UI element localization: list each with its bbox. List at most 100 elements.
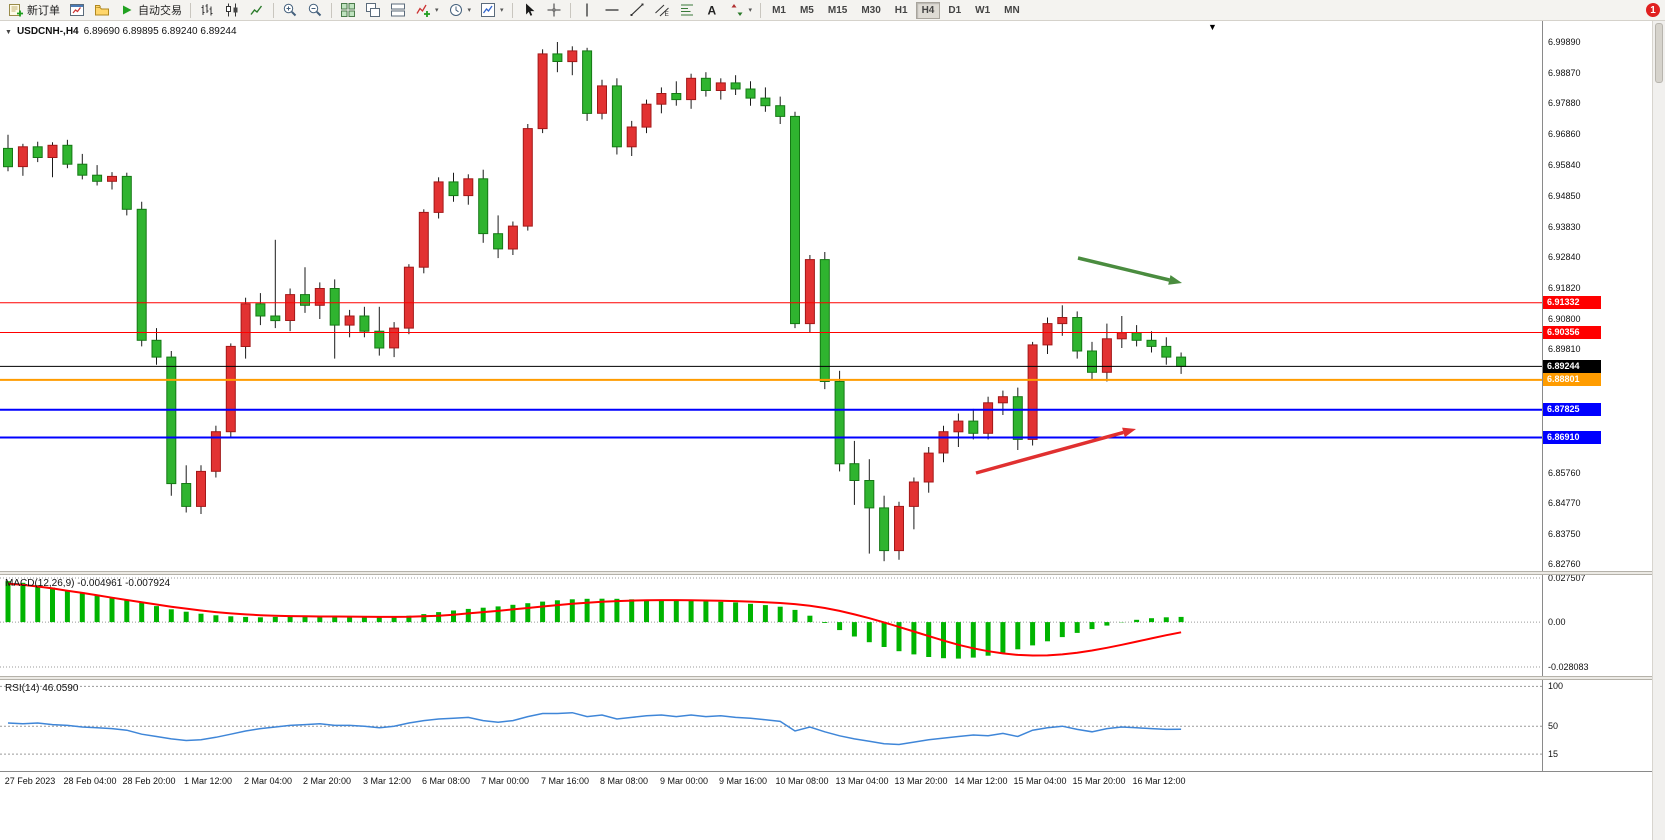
date-label: 15 Mar 04:00 xyxy=(1013,776,1067,786)
rsi-levels xyxy=(0,685,1542,755)
axis-label: 6.85760 xyxy=(1548,467,1581,478)
timeframe-h1[interactable]: H1 xyxy=(894,4,908,16)
timeframe-mn[interactable]: MN xyxy=(1004,4,1020,16)
price-tag: 6.88801 xyxy=(1543,373,1601,387)
chart-shift-marker-icon[interactable] xyxy=(1208,22,1217,32)
auto-trading-button[interactable]: 自动交易 xyxy=(115,1,186,20)
scrollbar-thumb[interactable] xyxy=(1655,23,1663,83)
notification-badge[interactable]: 1 xyxy=(1646,3,1660,17)
axis-label: 15 xyxy=(1548,749,1559,760)
indicators-button[interactable]: ▾ xyxy=(411,1,443,20)
zoom-in-icon xyxy=(282,2,298,18)
arrange-windows-button[interactable] xyxy=(386,1,410,20)
date-label: 9 Mar 16:00 xyxy=(718,776,768,786)
date-label: 16 Mar 12:00 xyxy=(1132,776,1186,786)
tile-windows-button[interactable] xyxy=(336,1,360,20)
candlestick-icon xyxy=(224,2,240,18)
profiles-button[interactable] xyxy=(90,1,114,20)
candlestick-chart[interactable] xyxy=(0,21,1542,571)
timeframe-m5[interactable]: M5 xyxy=(799,4,814,16)
price-lines xyxy=(0,302,1542,439)
price-tag: 6.89244 xyxy=(1543,359,1601,373)
crosshair-button[interactable] xyxy=(542,1,566,20)
macd-indicator-chart[interactable] xyxy=(0,575,1542,676)
vertical-line-icon xyxy=(579,2,595,18)
rsi-indicator-chart[interactable] xyxy=(0,680,1542,770)
time-axis[interactable]: 27 Feb 2023 28 Feb 04:00 28 Feb 20:00 1 Mar… xyxy=(0,771,1665,791)
fibonacci-button[interactable] xyxy=(675,1,699,20)
cascade-windows-button[interactable] xyxy=(361,1,385,20)
macd-histogram xyxy=(5,581,1184,659)
date-label: 3 Mar 12:00 xyxy=(362,776,412,786)
text-button[interactable]: A xyxy=(700,1,724,20)
periods-button[interactable]: ▾ xyxy=(444,1,476,20)
panel-splitter[interactable] xyxy=(0,571,1652,575)
date-label: 15 Mar 20:00 xyxy=(1072,776,1126,786)
price-tag: 6.90356 xyxy=(1543,326,1601,340)
price-tag: 6.91332 xyxy=(1543,296,1601,310)
vertical-line-button[interactable] xyxy=(575,1,599,20)
vertical-scrollbar[interactable] xyxy=(1652,21,1665,840)
svg-text:A: A xyxy=(707,4,716,18)
toolbar-separator xyxy=(511,2,513,18)
new-order-label: 新订单 xyxy=(27,5,60,17)
ohlc-values: 6.89690 6.89895 6.89240 6.89244 xyxy=(83,26,237,37)
indicators-icon xyxy=(415,2,431,18)
axis-label: 6.99890 xyxy=(1548,37,1581,48)
horizontal-line-icon xyxy=(604,2,620,18)
price-axis[interactable]: 6.99890 6.98870 6.97880 6.96860 6.95840 6.948… xyxy=(1542,21,1652,771)
dropdown-caret-icon: ▾ xyxy=(435,7,439,14)
timeframe-m1[interactable]: M1 xyxy=(772,4,786,16)
date-label: 2 Mar 04:00 xyxy=(243,776,293,786)
cursor-button[interactable] xyxy=(517,1,541,20)
chart-window-button[interactable] xyxy=(65,1,89,20)
dropdown-caret-icon: ▾ xyxy=(500,7,504,14)
date-label: 14 Mar 12:00 xyxy=(954,776,1008,786)
axis-label: 100 xyxy=(1548,681,1564,692)
chart-title: USDCNH-,H4 6.89690 6.89895 6.89240 6.892… xyxy=(5,26,237,37)
timeframe-w1[interactable]: W1 xyxy=(975,4,991,16)
green-trend-arrow[interactable] xyxy=(1077,256,1182,285)
arrange-icon xyxy=(390,2,406,18)
bar-chart-icon xyxy=(199,2,215,18)
dropdown-caret-icon: ▾ xyxy=(748,7,753,14)
horizontal-line-button[interactable] xyxy=(600,1,624,20)
line-chart-button[interactable] xyxy=(245,1,269,20)
arrows-button[interactable]: ▾ xyxy=(725,1,757,20)
rsi-label: RSI(14) 46.0590 xyxy=(5,683,79,694)
price-tag: 6.87825 xyxy=(1543,403,1601,417)
zoom-in-button[interactable] xyxy=(278,1,302,20)
price-tag: 6.86910 xyxy=(1543,431,1601,445)
date-label: 7 Mar 00:00 xyxy=(480,776,530,786)
collapse-triangle-icon[interactable] xyxy=(5,26,12,37)
new-order-button[interactable]: 新订单 xyxy=(4,1,64,20)
timeframe-d1[interactable]: D1 xyxy=(948,4,962,16)
zoom-out-button[interactable] xyxy=(303,1,327,20)
date-label: 9 Mar 00:00 xyxy=(659,776,709,786)
axis-label: 6.82760 xyxy=(1548,558,1581,569)
profiles-icon xyxy=(94,2,110,18)
axis-label: 6.83750 xyxy=(1548,528,1581,539)
axis-label: 6.97880 xyxy=(1548,98,1581,109)
date-label: 28 Feb 20:00 xyxy=(122,776,176,786)
auto-trading-label: 自动交易 xyxy=(138,5,182,17)
date-label: 13 Mar 04:00 xyxy=(835,776,889,786)
equidistant-channel-button[interactable]: E xyxy=(650,1,674,20)
timeframe-m30[interactable]: M30 xyxy=(861,4,881,16)
timeframe-m15[interactable]: M15 xyxy=(827,4,848,16)
bar-chart-button[interactable] xyxy=(195,1,219,20)
candlestick-chart-button[interactable] xyxy=(220,1,244,20)
panel-splitter[interactable] xyxy=(0,676,1652,680)
axis-label: -0.028083 xyxy=(1548,662,1589,672)
timeframe-h4[interactable]: H4 xyxy=(915,1,941,19)
axis-label: 6.95840 xyxy=(1548,160,1581,171)
templates-button[interactable]: ▾ xyxy=(476,1,508,20)
cascade-icon xyxy=(365,2,381,18)
svg-text:E: E xyxy=(664,11,669,18)
arrows-icon xyxy=(729,2,745,18)
trendline-button[interactable] xyxy=(625,1,649,20)
template-icon xyxy=(480,2,496,18)
red-trend-arrow[interactable] xyxy=(975,427,1136,475)
axis-label: 6.94850 xyxy=(1548,190,1581,201)
